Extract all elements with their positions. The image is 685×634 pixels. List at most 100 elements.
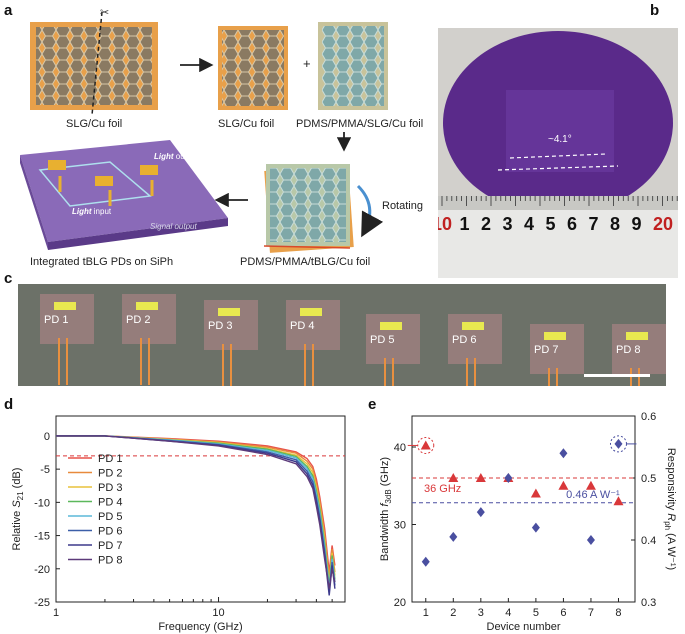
y-right-label-sub: ph: [663, 521, 672, 530]
slg-cu-foil-2: [218, 26, 288, 110]
light-output-em: Light: [154, 152, 174, 161]
wafer-svg: [438, 28, 678, 278]
panel-label-e: e: [368, 396, 377, 413]
y-right-tick-label: 0.5: [641, 473, 656, 485]
highlight-circle-bandwidth: [417, 436, 435, 454]
y-left-label-sub: 3dB: [384, 489, 393, 503]
bandwidth-point: [613, 496, 624, 506]
y-tick-label: -10: [34, 497, 50, 509]
pd-waveguide: [384, 358, 394, 386]
legend-label: PD 7: [98, 540, 122, 552]
signal-output-label: Signal output: [150, 222, 197, 231]
x-tick-label: 6: [560, 607, 566, 619]
x-tick-label: 4: [505, 607, 511, 619]
x-tick-label: 1: [423, 607, 429, 619]
bandwidth-point: [448, 473, 459, 482]
panel-label-a: a: [4, 2, 13, 19]
ruler-number: 8: [610, 214, 621, 234]
ruler-number: 2: [481, 214, 492, 234]
pd-waveguide: [58, 338, 68, 386]
y-label-pre: Relative: [11, 508, 23, 551]
y-axis-label: Relative S21 (dB): [11, 468, 25, 551]
pd-label: PD 4: [290, 320, 315, 332]
x-axis-label: Device number: [487, 621, 561, 633]
legend-label: PD 5: [98, 511, 122, 523]
x-axis-label: Frequency (GHz): [158, 621, 242, 633]
responsivity-point: [559, 448, 568, 459]
svg-text:✂: ✂: [100, 7, 109, 19]
y-left-axis-label: Bandwidth f3dB (GHz): [379, 457, 393, 561]
x-tick-label: 1: [53, 607, 59, 619]
responsivity-point: [531, 522, 540, 533]
pd-electrode: [544, 332, 566, 340]
y-left-tick-label: 30: [394, 520, 406, 532]
responsivity-point: [614, 438, 623, 449]
pd-electrode: [626, 332, 648, 340]
responsivity-point: [476, 507, 485, 518]
pd-label: PD 5: [370, 334, 395, 346]
caption-slg-foil-1: SLG/Cu foil: [66, 118, 123, 130]
light-input-em: Light: [72, 207, 92, 216]
caption-integrated-pd: Integrated tBLG PDs on SiPh: [30, 256, 174, 268]
ruler-number: 4: [524, 214, 535, 234]
y-right-tick-label: 0.3: [641, 597, 656, 609]
x-tick-label: 8: [615, 607, 621, 619]
plot-frame: [411, 415, 636, 603]
pd-electrode: [54, 302, 76, 310]
y-tick-label: -20: [34, 564, 50, 576]
y-right-label-post: (A W⁻¹): [665, 530, 677, 570]
y-tick-label: -5: [40, 464, 50, 476]
pd-waveguide: [140, 338, 150, 386]
bandwidth-point: [420, 440, 431, 450]
legend-label: PD 1: [98, 453, 122, 465]
bandwidth-point: [585, 480, 596, 490]
responsivity-point: [449, 531, 458, 542]
y-right-tick-label: 0.4: [641, 535, 656, 547]
wafer-angle-label: ~4.1°: [548, 134, 572, 145]
legend-label: PD 4: [98, 497, 122, 509]
y-tick-label: 0: [44, 431, 50, 443]
panel-d-chart: 0 -5 -10 -15 -20 -251 10 Frequency (GHz) Relativ…: [11, 415, 346, 633]
ruler-number: 5: [545, 214, 556, 234]
pd-electrode: [218, 308, 240, 316]
ruler-number: 7: [588, 214, 599, 234]
y-tick-label: -15: [34, 531, 50, 543]
ruler-number: 3: [502, 214, 513, 234]
ruler-number: 20: [653, 214, 674, 234]
plot-frame: [55, 415, 346, 603]
pd-waveguide: [466, 358, 476, 386]
y-label-post: (dB): [11, 468, 23, 492]
plus-sign: +: [303, 56, 311, 71]
caption-pdms-slg: PDMS/PMMA/SLG/Cu foil: [296, 118, 424, 130]
pd-waveguide: [222, 344, 232, 386]
bandwidth-point: [475, 473, 486, 482]
responsivity-point: [421, 556, 430, 567]
ruler-number: 6: [567, 214, 578, 234]
bandwidth-point: [558, 480, 569, 490]
x-tick-label: 2: [450, 607, 456, 619]
pd-label: PD 7: [534, 344, 559, 356]
pdms-tblg-foil: [263, 164, 354, 253]
responsivity-point: [586, 535, 595, 545]
legend-label: PD 8: [98, 555, 122, 567]
pd-waveguide: [304, 344, 314, 386]
light-input-label: Light input: [72, 207, 111, 216]
y-label-s: S: [11, 500, 23, 508]
pdms-slg-foil: [318, 22, 388, 110]
y-tick-label: -25: [34, 597, 50, 609]
y-right-axis-label: Responsivity Rph (A W⁻¹): [663, 448, 677, 570]
responsivity-point: [504, 473, 513, 483]
caption-slg-foil-2: SLG/Cu foil: [218, 118, 275, 130]
integrated-chip: [20, 140, 228, 250]
x-tick-label: 3: [478, 607, 484, 619]
pd-waveguide: [630, 368, 640, 386]
pd-waveguide: [548, 368, 558, 386]
light-output-text: output: [175, 152, 199, 161]
x-tick-label: 7: [588, 607, 594, 619]
pd-electrode: [380, 322, 402, 330]
x-tick-label: 5: [533, 607, 539, 619]
legend-label: PD 6: [98, 526, 122, 538]
ruler-number: 9: [631, 214, 642, 234]
